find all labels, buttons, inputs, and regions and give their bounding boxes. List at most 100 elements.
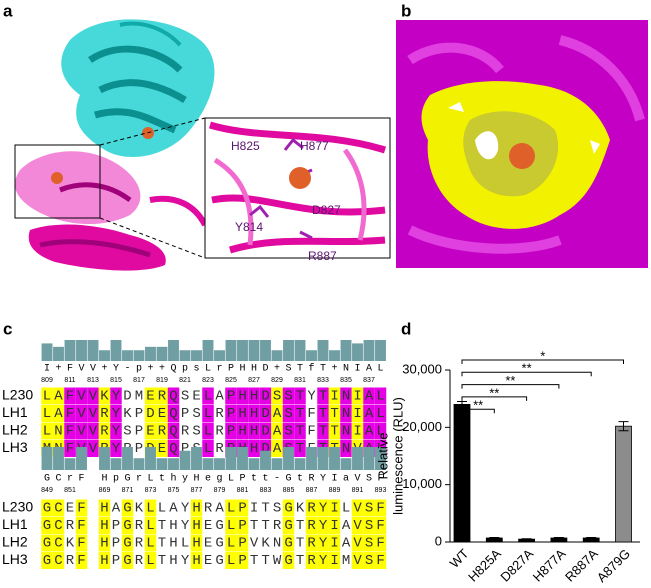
conservation-bar — [363, 340, 375, 361]
residue-highlight — [87, 405, 99, 422]
residue-highlight — [64, 387, 76, 405]
residue-highlight — [121, 517, 134, 534]
residue-highlight — [75, 499, 88, 517]
residue-highlight — [305, 499, 318, 517]
residue-highlight — [75, 387, 88, 405]
conservation-bar — [202, 340, 214, 361]
residue-highlight — [98, 517, 111, 534]
sequence-name: L230 — [2, 499, 33, 515]
residue-highlight — [305, 552, 318, 569]
residue-highlight — [259, 387, 272, 405]
residue-highlight — [190, 499, 203, 517]
residue-highlight — [317, 499, 329, 517]
y-tick-label: 30,000 — [402, 361, 442, 376]
residue-highlight — [317, 422, 329, 440]
residue-highlight — [41, 517, 53, 534]
residue-highlight — [305, 517, 318, 534]
significance-bracket — [461, 384, 560, 389]
error-bar — [521, 538, 532, 540]
residue-highlight — [110, 387, 122, 405]
residue-highlight — [52, 517, 65, 534]
panel-label: c — [3, 319, 12, 338]
sequence-name: LH1 — [2, 516, 28, 532]
position-number: 879 — [214, 487, 226, 494]
residue-highlight — [167, 422, 180, 440]
conservation-bar — [294, 340, 306, 361]
error-bar — [553, 537, 564, 539]
conservation-bar — [110, 458, 122, 470]
residue-highlight — [87, 387, 99, 405]
residue-highlight — [121, 499, 134, 517]
significance-bracket — [461, 396, 528, 401]
residue-highlight — [248, 387, 260, 405]
residue-highlight — [374, 534, 387, 552]
position-number: 885 — [283, 487, 295, 494]
residue-highlight — [317, 387, 329, 405]
residue-highlight — [202, 440, 214, 457]
conservation-bar — [202, 458, 214, 470]
conservation-bar — [317, 340, 329, 361]
bar — [453, 403, 471, 543]
error-bar — [618, 421, 629, 432]
residue-highlight — [98, 552, 111, 569]
residue-highlight — [363, 552, 375, 569]
conservation-bar — [329, 447, 340, 470]
residue-highlight — [282, 552, 295, 569]
residue-highlight — [259, 405, 272, 422]
residue-highlight — [41, 534, 53, 552]
residue-highlight — [110, 405, 122, 422]
conservation-bar — [225, 340, 237, 361]
position-number: 889 — [329, 487, 341, 494]
error-bar — [457, 401, 467, 408]
sequence-name: LH2 — [2, 534, 28, 550]
conservation-bar — [64, 458, 76, 470]
residue-highlight — [374, 422, 387, 440]
sequence-name: LH3 — [2, 551, 28, 567]
residue-highlight — [236, 552, 249, 569]
position-number: 883 — [260, 487, 272, 494]
sequence: LAFVVKYDMERQSELAPHHDSSTYTINIAL — [43, 389, 388, 405]
conservation-bar — [271, 458, 283, 470]
position-number: 827 — [248, 377, 260, 384]
residue-highlight — [259, 422, 272, 440]
residue-highlight — [121, 552, 134, 569]
residue-highlight — [363, 387, 375, 405]
residue-highlight — [156, 387, 168, 405]
residue-highlight — [52, 422, 65, 440]
conservation-bar — [375, 340, 386, 361]
bar — [615, 425, 632, 543]
residue-highlight — [248, 422, 260, 440]
residue-highlight — [305, 534, 318, 552]
conservation-bar — [122, 350, 133, 361]
conservation-bar — [41, 447, 53, 470]
residue-highlight — [374, 499, 387, 517]
error-bar — [586, 537, 597, 539]
residue-highlight — [202, 405, 214, 422]
bar-chart: 0 10,000 20,000 30,000 Relative luminescence … — [375, 348, 640, 585]
conservation-bar — [191, 350, 202, 361]
conservation-bar — [179, 450, 191, 470]
position-number: 813 — [87, 377, 99, 384]
residue-highlight — [225, 499, 237, 517]
residue-highlight — [98, 499, 111, 517]
x-tick-label: WT — [447, 546, 472, 571]
sequence-name: LH2 — [2, 422, 28, 438]
residue-highlight — [225, 517, 237, 534]
significance-label: ** — [505, 373, 515, 388]
conservation-bar — [237, 447, 248, 470]
residue-highlight — [167, 440, 180, 457]
position-number: 817 — [133, 377, 145, 384]
conservation-bar — [260, 450, 271, 470]
position-number: 881 — [237, 487, 249, 494]
sequence: GCRF HPGRLTHYHEGLPTTWGTRYIMVSF — [43, 553, 388, 569]
residue-highlight — [328, 387, 341, 405]
residue-highlight — [64, 440, 76, 457]
residue-highlight — [202, 422, 214, 440]
residue-highlight — [363, 517, 375, 534]
conservation-bar — [214, 350, 225, 361]
sequence: LAFVVRYKPDEQPSLRPHHDASTFTTNIAL — [43, 406, 388, 422]
residue-highlight — [374, 405, 387, 422]
residue-highlight — [248, 405, 260, 422]
significance-bracket — [461, 359, 624, 364]
sequence: GCRF HPGRLTHYHEGLPTTRGTRYIAVSF — [43, 518, 388, 534]
